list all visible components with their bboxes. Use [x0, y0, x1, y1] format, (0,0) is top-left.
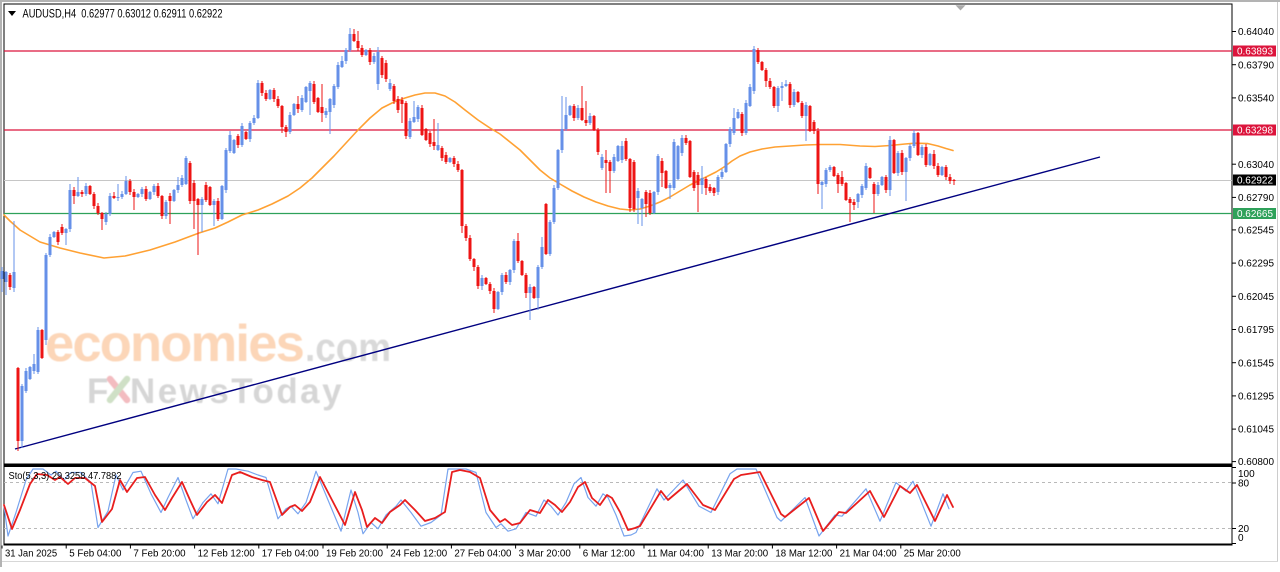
svg-text:0.64040: 0.64040 [1238, 27, 1274, 38]
svg-text:0.63790: 0.63790 [1238, 60, 1274, 71]
svg-text:21 Mar 04:00: 21 Mar 04:00 [840, 549, 897, 560]
svg-text:0.63040: 0.63040 [1238, 160, 1274, 171]
svg-text:0.61545: 0.61545 [1238, 358, 1274, 369]
svg-text:31 Jan 2025: 31 Jan 2025 [5, 549, 58, 560]
svg-text:0.62790: 0.62790 [1238, 193, 1274, 204]
svg-text:0.63893: 0.63893 [1237, 47, 1273, 58]
svg-text:0.62545: 0.62545 [1238, 226, 1274, 237]
svg-text:0.60800: 0.60800 [1238, 457, 1274, 468]
svg-text:0.62045: 0.62045 [1238, 292, 1274, 303]
svg-text:0.61295: 0.61295 [1238, 392, 1274, 403]
svg-text:0.61045: 0.61045 [1238, 425, 1274, 436]
svg-text:27 Feb 04:00: 27 Feb 04:00 [454, 549, 511, 560]
svg-text:11 Mar 04:00: 11 Mar 04:00 [647, 549, 704, 560]
svg-text:0.62295: 0.62295 [1238, 259, 1274, 270]
svg-text:economies: economies [45, 315, 303, 373]
svg-text:19 Feb 20:00: 19 Feb 20:00 [326, 549, 383, 560]
svg-text:12 Feb 12:00: 12 Feb 12:00 [198, 549, 255, 560]
svg-text:0.63540: 0.63540 [1238, 94, 1274, 105]
svg-text:7 Feb 20:00: 7 Feb 20:00 [133, 549, 186, 560]
svg-text:17 Feb 04:00: 17 Feb 04:00 [262, 549, 319, 560]
svg-text:13 Mar 20:00: 13 Mar 20:00 [711, 549, 768, 560]
svg-text:25 Mar 20:00: 25 Mar 20:00 [904, 549, 961, 560]
svg-text:.com: .com [305, 326, 391, 370]
svg-text:80: 80 [1238, 479, 1250, 490]
svg-text:3 Mar 20:00: 3 Mar 20:00 [519, 549, 572, 560]
svg-text:0: 0 [1238, 533, 1244, 544]
svg-text:NewsToday: NewsToday [130, 372, 344, 411]
svg-text:0.62665: 0.62665 [1237, 209, 1273, 220]
svg-text:100: 100 [1238, 469, 1255, 480]
svg-text:24 Feb 12:00: 24 Feb 12:00 [390, 549, 447, 560]
svg-text:AUDUSD,H4 0.62977 0.63012 0.6: AUDUSD,H4 0.62977 0.63012 0.62911 0.6292… [23, 9, 223, 21]
svg-text:20: 20 [1238, 524, 1250, 535]
svg-text:6 Mar 12:00: 6 Mar 12:00 [583, 549, 636, 560]
svg-text:18 Mar 12:00: 18 Mar 12:00 [775, 549, 832, 560]
svg-text:0.62922: 0.62922 [1237, 176, 1273, 187]
svg-text:0.61795: 0.61795 [1238, 325, 1274, 336]
svg-text:F: F [87, 372, 111, 411]
svg-text:0.63298: 0.63298 [1237, 126, 1273, 137]
svg-text:Sto(5,3,3) 29.3258 47.7882: Sto(5,3,3) 29.3258 47.7882 [9, 471, 122, 482]
svg-text:5 Feb 04:00: 5 Feb 04:00 [69, 549, 122, 560]
